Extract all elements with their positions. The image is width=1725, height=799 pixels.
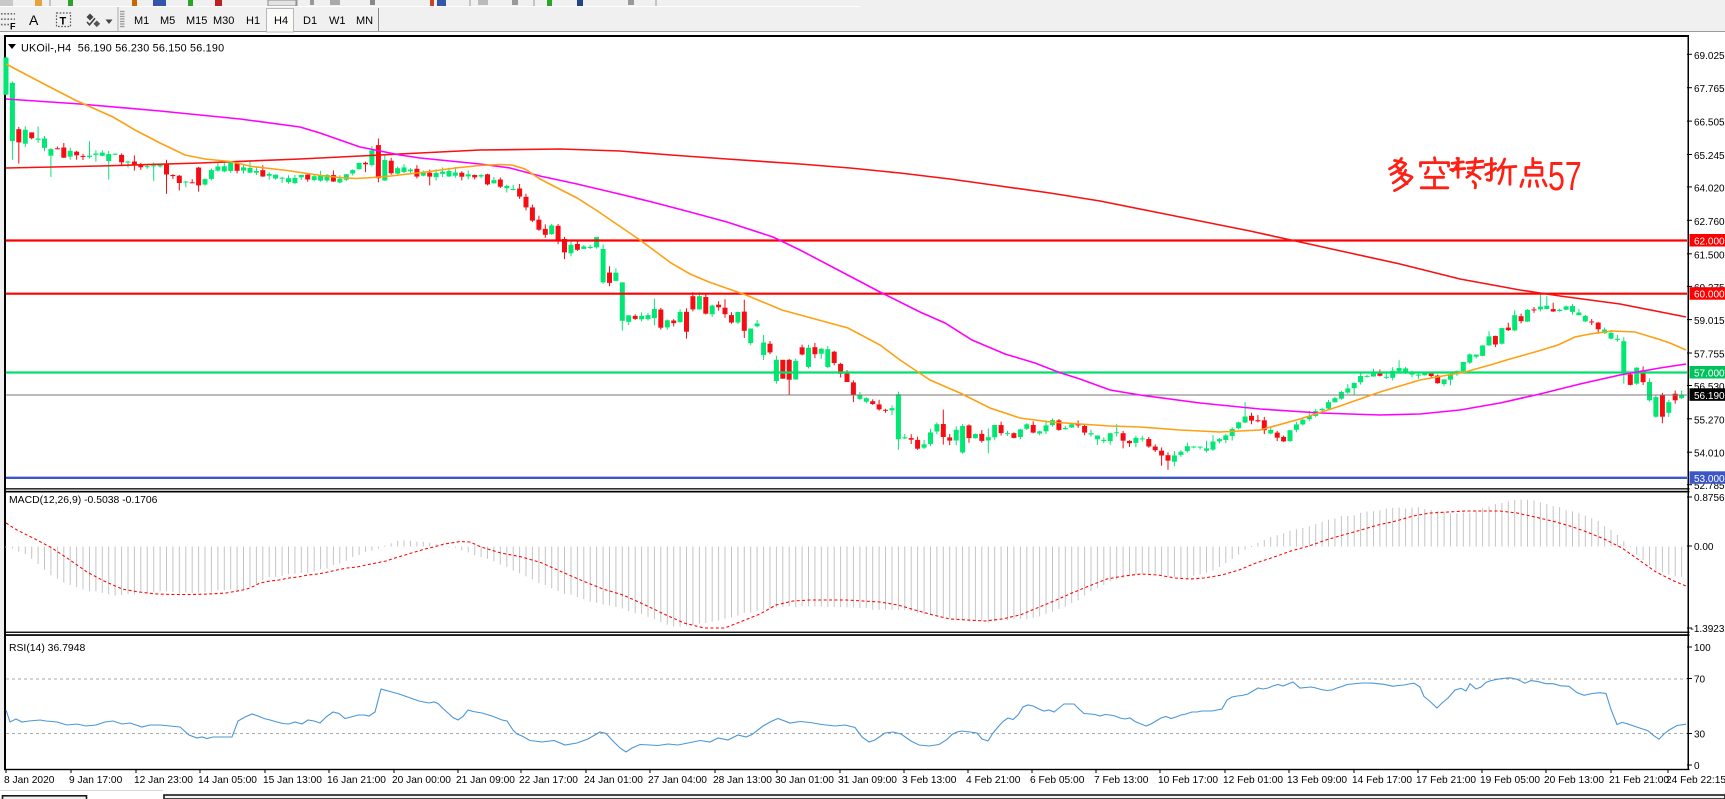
svg-text:20 Jan 00:00: 20 Jan 00:00 bbox=[392, 775, 451, 786]
svg-text:21 Jan 09:00: 21 Jan 09:00 bbox=[456, 775, 515, 786]
svg-text:12 Feb 01:00: 12 Feb 01:00 bbox=[1223, 775, 1283, 786]
svg-text:57.755: 57.755 bbox=[1694, 350, 1725, 361]
svg-text:F: F bbox=[10, 22, 16, 32]
svg-text:60.000: 60.000 bbox=[1694, 290, 1725, 301]
svg-text:16 Jan 21:00: 16 Jan 21:00 bbox=[327, 775, 386, 786]
svg-text:19 Feb 05:00: 19 Feb 05:00 bbox=[1480, 775, 1540, 786]
svg-text:8 Jan 2020: 8 Jan 2020 bbox=[4, 775, 55, 786]
svg-text:22 Jan 17:00: 22 Jan 17:00 bbox=[519, 775, 578, 786]
svg-text:RSI(14) 36.7948: RSI(14) 36.7948 bbox=[9, 643, 85, 654]
svg-text:27 Jan 04:00: 27 Jan 04:00 bbox=[648, 775, 707, 786]
svg-text:12 Jan 23:00: 12 Jan 23:00 bbox=[134, 775, 193, 786]
svg-text:M30: M30 bbox=[213, 15, 234, 27]
svg-text:31 Jan 09:00: 31 Jan 09:00 bbox=[838, 775, 897, 786]
svg-text:54.010: 54.010 bbox=[1694, 449, 1725, 460]
svg-text:62.000: 62.000 bbox=[1694, 237, 1725, 248]
svg-text:14 Feb 17:00: 14 Feb 17:00 bbox=[1352, 775, 1412, 786]
svg-text:M5: M5 bbox=[160, 15, 175, 27]
svg-text:0: 0 bbox=[1694, 761, 1700, 772]
svg-text:3 Feb 13:00: 3 Feb 13:00 bbox=[902, 775, 957, 786]
svg-text:D1: D1 bbox=[303, 15, 317, 27]
svg-text:24 Feb 22:15: 24 Feb 22:15 bbox=[1666, 775, 1725, 786]
svg-text:MACD(12,26,9) -0.5038 -0.1706: MACD(12,26,9) -0.5038 -0.1706 bbox=[9, 495, 158, 506]
svg-text:0.00: 0.00 bbox=[1694, 542, 1714, 553]
svg-text:0.8756: 0.8756 bbox=[1694, 493, 1725, 504]
svg-text:14 Jan 05:00: 14 Jan 05:00 bbox=[198, 775, 257, 786]
svg-text:17 Feb 21:00: 17 Feb 21:00 bbox=[1416, 775, 1476, 786]
svg-text:H4: H4 bbox=[274, 15, 288, 27]
svg-text:UKOil-,H4 56.190 56.230 56.15: UKOil-,H4 56.190 56.230 56.150 56.190 bbox=[21, 43, 224, 55]
svg-text:30: 30 bbox=[1694, 730, 1706, 741]
svg-text:MN: MN bbox=[356, 15, 373, 27]
svg-text:53.000: 53.000 bbox=[1694, 474, 1725, 485]
svg-text:56.190: 56.190 bbox=[1694, 391, 1725, 402]
svg-text:4 Feb 21:00: 4 Feb 21:00 bbox=[966, 775, 1021, 786]
svg-text:61.500: 61.500 bbox=[1694, 250, 1725, 261]
svg-text:10 Feb 17:00: 10 Feb 17:00 bbox=[1158, 775, 1218, 786]
svg-text:W1: W1 bbox=[329, 15, 346, 27]
svg-text:T: T bbox=[60, 16, 67, 28]
svg-text:20 Feb 13:00: 20 Feb 13:00 bbox=[1544, 775, 1604, 786]
svg-text:65.245: 65.245 bbox=[1694, 151, 1725, 162]
svg-text:70: 70 bbox=[1694, 675, 1706, 686]
svg-text:M15: M15 bbox=[186, 15, 207, 27]
svg-text:6 Feb 05:00: 6 Feb 05:00 bbox=[1030, 775, 1085, 786]
svg-text:-1.3923: -1.3923 bbox=[1691, 624, 1725, 635]
svg-text:30 Jan 01:00: 30 Jan 01:00 bbox=[775, 775, 834, 786]
svg-text:H1: H1 bbox=[246, 15, 260, 27]
svg-text:62.760: 62.760 bbox=[1694, 217, 1725, 228]
svg-text:7 Feb 13:00: 7 Feb 13:00 bbox=[1094, 775, 1149, 786]
svg-text:13 Feb 09:00: 13 Feb 09:00 bbox=[1287, 775, 1347, 786]
svg-text:24 Jan 01:00: 24 Jan 01:00 bbox=[584, 775, 643, 786]
svg-text:57: 57 bbox=[1548, 152, 1582, 199]
svg-text:28 Jan 13:00: 28 Jan 13:00 bbox=[713, 775, 772, 786]
svg-text:100: 100 bbox=[1694, 643, 1711, 654]
svg-text:9 Jan 17:00: 9 Jan 17:00 bbox=[69, 775, 123, 786]
svg-text:A: A bbox=[29, 12, 39, 28]
svg-text:15 Jan 13:00: 15 Jan 13:00 bbox=[263, 775, 322, 786]
svg-text:M1: M1 bbox=[134, 15, 149, 27]
svg-text:64.020: 64.020 bbox=[1694, 183, 1725, 194]
svg-text:66.505: 66.505 bbox=[1694, 118, 1725, 129]
svg-text:21 Feb 21:00: 21 Feb 21:00 bbox=[1609, 775, 1669, 786]
svg-text:56.530: 56.530 bbox=[1694, 382, 1725, 393]
svg-text:52.785: 52.785 bbox=[1694, 481, 1725, 492]
svg-text:57.000: 57.000 bbox=[1694, 369, 1725, 380]
svg-text:67.765: 67.765 bbox=[1694, 84, 1725, 95]
svg-text:59.015: 59.015 bbox=[1694, 316, 1725, 327]
svg-text:55.270: 55.270 bbox=[1694, 415, 1725, 426]
svg-text:69.025: 69.025 bbox=[1694, 51, 1725, 62]
